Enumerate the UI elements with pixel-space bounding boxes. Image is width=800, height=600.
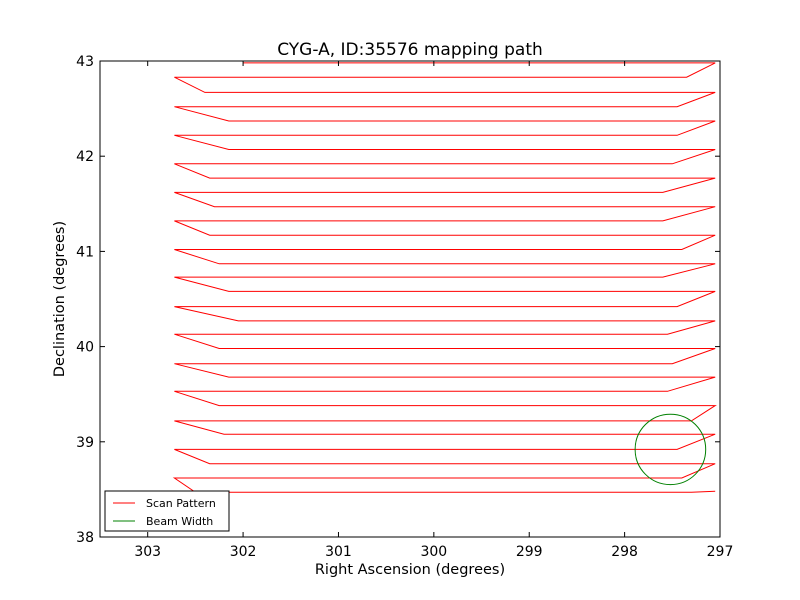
x-axis: 303 302 301 300 299 298 297	[134, 61, 733, 560]
y-tick-label: 40	[76, 340, 94, 356]
plot-area	[172, 62, 717, 493]
x-tick-label: 301	[325, 544, 352, 560]
series-beam-width	[634, 413, 707, 486]
y-tick-label: 41	[76, 244, 94, 260]
legend-label-beam-width: Beam Width	[146, 515, 213, 528]
legend-label-scan-pattern: Scan Pattern	[146, 497, 216, 510]
x-tick-label: 299	[516, 544, 543, 560]
y-tick-label: 43	[76, 54, 94, 70]
y-tick-label: 39	[76, 435, 94, 451]
legend-box	[104, 490, 230, 532]
series-scan-pattern	[172, 62, 717, 493]
x-tick-label: 298	[611, 544, 638, 560]
y-axis: 38 39 40 41 42 43	[76, 54, 720, 546]
axes-frame	[99, 60, 721, 538]
x-tick-label: 303	[134, 544, 161, 560]
y-tick-label: 42	[76, 149, 94, 165]
y-tick-label: 38	[76, 530, 94, 546]
chart-title: CYG-A, ID:35576 mapping path	[277, 40, 543, 60]
x-tick-label: 300	[420, 544, 447, 560]
x-tick-label: 297	[707, 544, 734, 560]
y-axis-label: Declination (degrees)	[52, 221, 68, 377]
legend: Scan Pattern Beam Width	[104, 490, 230, 532]
x-tick-label: 302	[230, 544, 257, 560]
x-axis-label: Right Ascension (degrees)	[315, 562, 505, 578]
